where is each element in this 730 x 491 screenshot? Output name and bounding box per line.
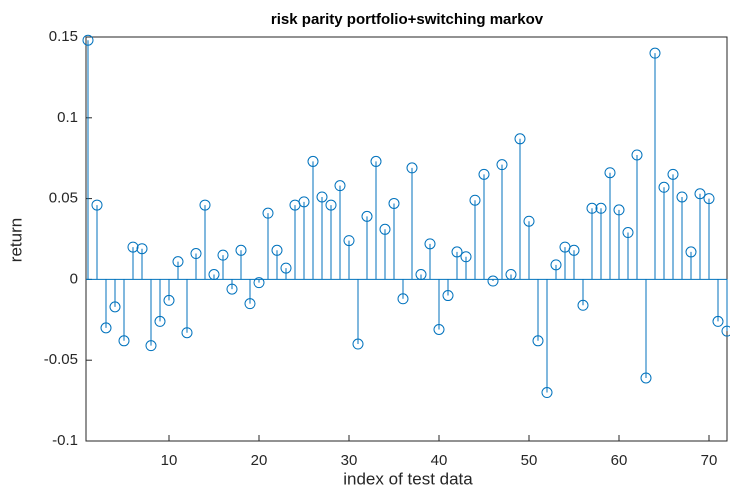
stem-marker (433, 323, 445, 335)
stem-marker (109, 301, 121, 313)
stem-marker (667, 168, 679, 180)
stem-marker (676, 191, 688, 203)
stem-marker (181, 327, 193, 339)
stem-marker (613, 204, 625, 216)
stem-marker (550, 259, 562, 271)
stem-marker (541, 387, 553, 399)
stem-marker (640, 372, 652, 384)
stem-marker (586, 202, 598, 214)
stem-marker (91, 199, 103, 211)
stem-marker (163, 294, 175, 306)
stem-marker (217, 249, 229, 261)
stem-marker (244, 298, 256, 310)
y-tick-label: -0.1 (52, 432, 78, 449)
stem-marker (208, 269, 220, 281)
stem-marker (253, 277, 265, 289)
stem-marker (334, 180, 346, 192)
stem-marker (685, 246, 697, 258)
y-tick-label: 0 (70, 270, 78, 287)
stem-marker (118, 335, 130, 347)
stem-marker (343, 235, 355, 247)
stem-marker (280, 262, 292, 274)
stem-marker (487, 275, 499, 287)
stem-marker (325, 199, 337, 211)
x-tick-label: 60 (611, 452, 628, 469)
stem-marker (298, 196, 310, 208)
stem-marker (397, 293, 409, 305)
stem-marker (451, 246, 463, 258)
stem-marker (460, 251, 472, 263)
stem-marker (721, 325, 730, 337)
stem-marker (622, 227, 634, 239)
x-tick-label: 50 (521, 452, 538, 469)
stem-marker (406, 162, 418, 174)
stem-marker (604, 167, 616, 179)
x-tick-label: 40 (431, 452, 448, 469)
x-tick-label: 70 (701, 452, 718, 469)
stem-marker (316, 191, 328, 203)
stem-marker (505, 269, 517, 281)
stem-marker (352, 338, 364, 350)
x-tick-label: 30 (341, 452, 358, 469)
x-tick-label: 20 (251, 452, 268, 469)
stem-marker (379, 223, 391, 235)
stem-marker (271, 244, 283, 256)
chart-title: risk parity portfolio+switching markov (271, 11, 544, 28)
stem-marker (388, 197, 400, 209)
stem-marker (712, 315, 724, 327)
stem-marker (514, 133, 526, 145)
stem-marker (199, 199, 211, 211)
stem-marker (568, 244, 580, 256)
stem-marker (127, 241, 139, 253)
stem-marker (136, 243, 148, 255)
stem-marker (415, 269, 427, 281)
stem-marker (532, 335, 544, 347)
stem-marker (154, 315, 166, 327)
y-tick-label: 0.15 (49, 28, 78, 45)
stem-marker (172, 256, 184, 268)
stem-marker (100, 322, 112, 334)
y-tick-label: 0.05 (49, 190, 78, 207)
stem-marker (361, 210, 373, 222)
stem-marker (649, 47, 661, 59)
stem-marker (424, 238, 436, 250)
y-tick-label: 0.1 (57, 109, 78, 126)
stem-marker (262, 207, 274, 219)
stem-marker (145, 340, 157, 352)
stem-marker (694, 188, 706, 200)
y-axis-label: return (6, 218, 25, 262)
stem-marker (82, 34, 94, 46)
stem-marker (595, 202, 607, 214)
stem-marker (496, 159, 508, 171)
stem-marker (235, 244, 247, 256)
stem-marker (577, 299, 589, 311)
x-tick-label: 10 (161, 452, 178, 469)
stem-marker (469, 194, 481, 206)
stem-marker (442, 290, 454, 302)
stem-marker (307, 155, 319, 167)
plot-area (85, 36, 728, 442)
stem-marker (370, 155, 382, 167)
stem-marker (226, 283, 238, 295)
stem-marker (703, 193, 715, 205)
stem-marker (478, 168, 490, 180)
stem-marker (631, 149, 643, 161)
y-tick-label: -0.05 (44, 351, 78, 368)
stem-marker (658, 181, 670, 193)
stem-marker (523, 215, 535, 227)
x-axis-label: index of test data (343, 469, 473, 488)
stem-marker (190, 248, 202, 260)
